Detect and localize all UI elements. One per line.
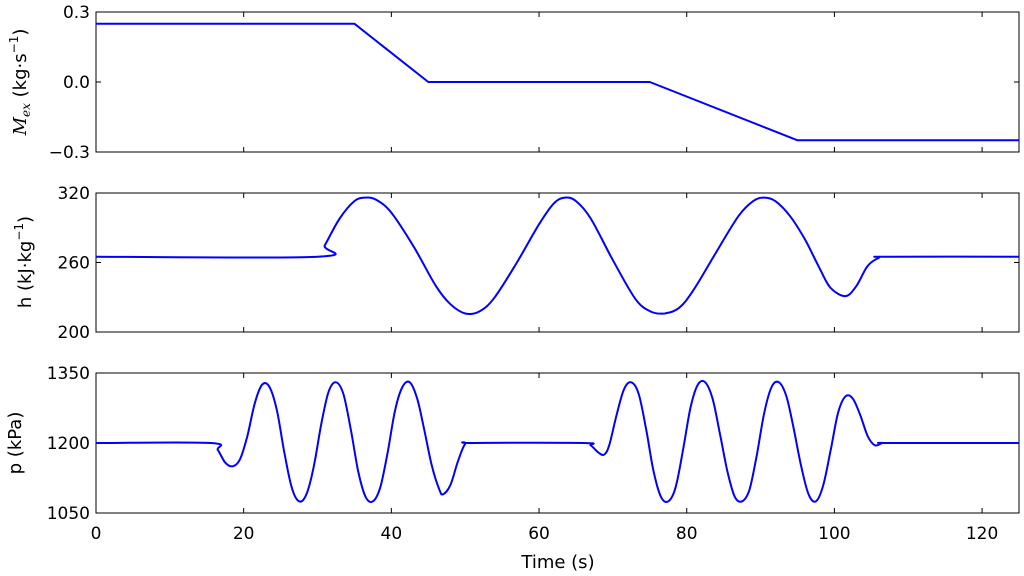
ylabel-exp: −1: [7, 36, 21, 54]
panel-enthalpy: h (kJ·kg−1) 200 260 320: [12, 184, 1020, 343]
x-tick-label: 120: [966, 524, 998, 544]
y-tick-label: 260: [58, 254, 90, 274]
y-tick-label: −0.3: [49, 143, 90, 163]
panel-pressure: p (kPa) 1050 1200 1350: [5, 364, 1020, 524]
y-axis-title-p: p (kPa): [5, 412, 26, 475]
y-tick-label: 320: [58, 184, 90, 204]
x-tick-label: 20: [233, 524, 255, 544]
y-axis-title-h: h (kJ·kg−1): [12, 216, 36, 308]
series-line-p: [95, 379, 1019, 503]
ylabel-main: h (kJ·kg: [15, 241, 36, 308]
series-line-mex: [96, 22, 1019, 142]
x-tick-label: 40: [381, 524, 403, 544]
series-line-h: [95, 196, 1020, 315]
ylabel-main: M: [10, 116, 31, 136]
y-tick-label: 200: [58, 323, 90, 343]
ylabel-main: p (kPa): [5, 412, 26, 475]
ylabel-close: ): [15, 216, 36, 223]
x-tick-label: 0: [91, 524, 102, 544]
y-axis-title-mex: Mex (kg·s−1): [7, 29, 33, 137]
x-tick-label: 80: [676, 524, 698, 544]
y-tick-label: 0.0: [63, 73, 90, 93]
y-tick-label: 1050: [47, 504, 90, 524]
y-tick-label: 0.3: [63, 3, 90, 23]
y-tick-label: 1350: [47, 364, 90, 384]
x-tick-label: 60: [528, 524, 550, 544]
panel-mass-flow: Mex (kg·s−1) −0.3 0.0 0.3: [7, 3, 1020, 163]
plot-frame: [95, 192, 1020, 333]
ylabel-sub: ex: [19, 103, 33, 117]
ylabel-units: (kg·s: [10, 53, 31, 103]
ylabel-close: ): [10, 29, 31, 36]
x-axis-title: Time (s): [520, 552, 594, 573]
y-tick-label: 1200: [47, 434, 90, 454]
x-tick-label: 100: [818, 524, 850, 544]
ylabel-exp: −1: [12, 223, 26, 241]
